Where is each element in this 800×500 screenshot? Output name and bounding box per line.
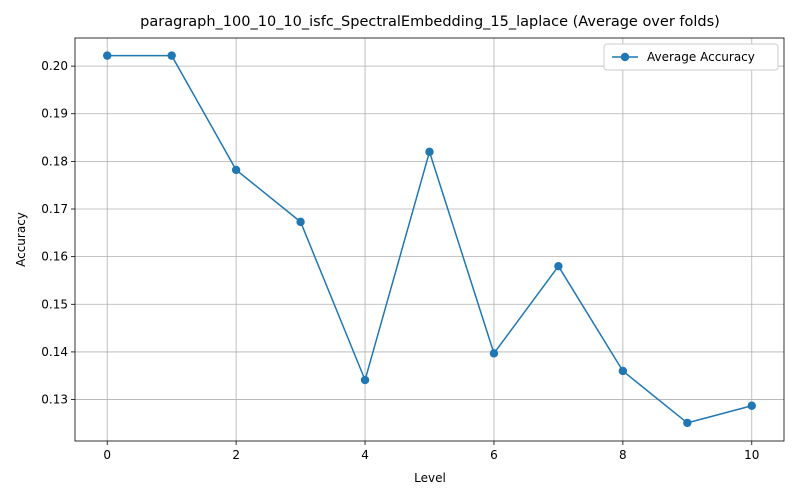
y-tick-label: 0.16	[41, 250, 68, 264]
data-point	[683, 418, 692, 428]
legend: Average Accuracy	[603, 43, 779, 71]
x-tick-label: 8	[619, 448, 627, 462]
legend-label: Average Accuracy	[647, 50, 755, 64]
y-tick-label: 0.13	[41, 393, 68, 407]
y-axis-label: Accuracy	[14, 212, 28, 267]
chart-title: paragraph_100_10_10_isfc_SpectralEmbeddi…	[140, 14, 720, 30]
data-point	[103, 51, 112, 60]
y-tick-label: 0.17	[41, 202, 68, 216]
data-point	[554, 261, 563, 271]
legend-marker	[620, 52, 630, 62]
x-tick-label: 0	[103, 448, 111, 462]
data-point	[231, 165, 241, 175]
axis-ticks: 0 2 4 6 8 10 0.13 0.14 0.15 0.16 0.17 0.18 0.19 0.20	[41, 59, 759, 462]
x-axis-label: Level	[414, 471, 446, 485]
x-tick-label: 2	[232, 448, 240, 462]
x-tick-label: 4	[361, 448, 369, 462]
series-layer	[103, 51, 756, 428]
x-tick-label: 6	[490, 448, 498, 462]
y-tick-label: 0.15	[41, 297, 68, 311]
data-point	[425, 147, 434, 157]
plot-area-frame	[74, 37, 785, 442]
data-point	[489, 349, 499, 358]
data-point	[296, 217, 305, 227]
data-point	[618, 366, 628, 376]
y-tick-label: 0.18	[41, 154, 68, 168]
y-tick-label: 0.19	[41, 107, 68, 121]
y-tick-label: 0.20	[41, 59, 68, 73]
data-point	[167, 51, 176, 60]
data-point	[747, 401, 756, 410]
y-tick-label: 0.14	[41, 345, 68, 359]
legend-box	[603, 43, 779, 71]
x-tick-label: 10	[744, 448, 759, 462]
data-point	[360, 375, 370, 385]
